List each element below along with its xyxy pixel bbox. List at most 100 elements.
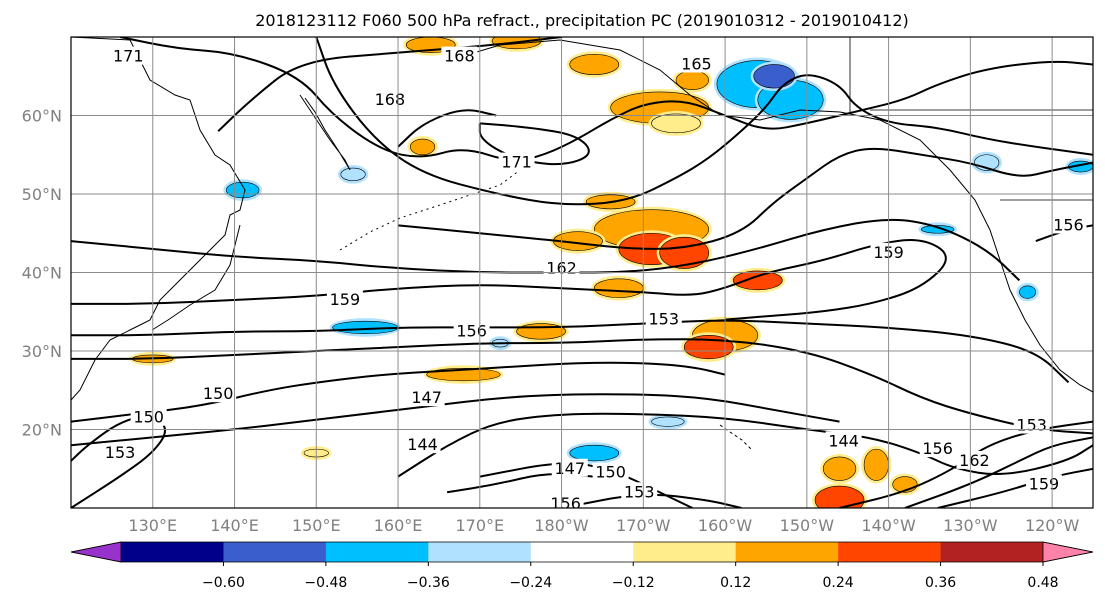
lon-tick-label: 130°E	[128, 516, 177, 535]
colorbar-tick-label: 0.12	[720, 575, 751, 591]
lat-tick-label: 20°N	[22, 421, 62, 440]
contour-label: 156	[550, 494, 581, 513]
contour-label: 171	[501, 153, 532, 172]
contour-label-bg	[547, 494, 584, 508]
lat-tick-label: 40°N	[22, 264, 62, 283]
precip-cell	[822, 456, 857, 481]
lon-tick-label: 120°W	[1025, 516, 1080, 535]
longitude-labels: 130°E 140°E 150°E 160°E 170°E 180°W 170°W 160°W…	[128, 516, 1079, 535]
contour-label-bg	[408, 388, 445, 407]
colorbar-swatch	[940, 542, 1044, 562]
contour-label: 156	[922, 439, 953, 458]
lon-tick-label: 130°W	[943, 516, 998, 535]
contour-label-bg	[645, 309, 682, 328]
contour-label: 159	[330, 290, 361, 309]
coastline-kamchatka	[299, 94, 351, 171]
precip-cell	[1019, 285, 1037, 299]
colorbar-tick-label: −0.60	[202, 575, 245, 591]
colorbar-tick-label: 0.48	[1027, 575, 1058, 591]
lon-tick-label: 170°W	[616, 516, 671, 535]
lon-tick-label: 180°W	[534, 516, 589, 535]
colorbar: −0.60 −0.48 −0.36 −0.24 −0.12 0.12 0.24 0.36 0.4…	[70, 541, 1094, 591]
precip-cell	[651, 113, 701, 134]
lon-tick-label: 160°W	[698, 516, 753, 535]
colorbar-swatch	[838, 542, 942, 562]
colorbar-swatch	[633, 542, 737, 562]
lat-tick-label: 50°N	[22, 185, 62, 204]
contour-label: 165	[681, 54, 712, 73]
contour-label: 150	[595, 463, 626, 482]
contour-156	[839, 420, 1093, 508]
chart-title: 2018123112 F060 500 hPa refract., precip…	[255, 11, 909, 30]
contour-144	[397, 412, 1093, 478]
colorbar-tick-label: −0.36	[407, 575, 450, 591]
colorbar-swatch	[325, 542, 429, 562]
colorbar-outline	[70, 541, 1094, 563]
contour-label: 144	[828, 431, 859, 450]
contour-171	[478, 122, 590, 166]
lon-tick-label: 140°W	[861, 516, 916, 535]
contour-label-bg	[453, 321, 490, 340]
contour-162	[397, 147, 1093, 250]
contour-label: 150	[203, 384, 234, 403]
contour-label: 147	[411, 388, 442, 407]
colorbar-extend-low	[70, 541, 122, 563]
coastline-alaska	[449, 39, 1093, 393]
contour-label-bg	[919, 439, 956, 458]
contour-label-bg	[110, 46, 147, 65]
contour-label-bg	[404, 435, 441, 454]
precip-cell	[921, 225, 955, 234]
contour-label-bg	[371, 89, 408, 108]
contour-153	[71, 338, 1093, 435]
contour-labels: 171 1681681651711621591591561531501501471…	[102, 46, 1087, 513]
lon-tick-label: 140°E	[210, 516, 259, 535]
colorbar-tick-label: −0.12	[612, 575, 655, 591]
contour-label-bg	[441, 46, 478, 65]
precip-cell	[569, 53, 620, 75]
colorbar-extend-high	[1042, 541, 1094, 563]
precip-cell	[863, 448, 889, 481]
contour-168	[397, 109, 497, 148]
colorbar-swatch	[121, 542, 224, 562]
precip-cell	[226, 181, 260, 199]
contour-165	[315, 37, 1093, 206]
colorbar-swatch	[223, 542, 327, 562]
precip-cell	[516, 323, 566, 340]
contour-label: 153	[1016, 416, 1047, 435]
contour-label: 153	[648, 310, 679, 329]
contour-label-bg	[200, 384, 237, 403]
precip-cell	[651, 416, 685, 427]
contour-label: 153	[624, 482, 655, 501]
contour-label: 156	[456, 321, 487, 340]
colorbar-tick-label: 0.24	[823, 575, 854, 591]
contour-label-bg	[1025, 474, 1062, 493]
contour-label: 153	[105, 443, 136, 462]
lat-tick-label: 60°N	[22, 107, 62, 126]
contour-label-bg	[956, 450, 993, 469]
precip-cell	[753, 64, 795, 89]
lon-tick-label: 170°E	[455, 516, 504, 535]
contour-label-bg	[102, 443, 139, 462]
contour-label-bg	[1050, 215, 1087, 234]
colorbar-tick-label: −0.24	[509, 575, 552, 591]
colorbar-swatch	[735, 542, 839, 562]
precip-cell	[410, 138, 436, 156]
lon-tick-label: 150°E	[292, 516, 341, 535]
contour-label: 144	[407, 435, 438, 454]
colorbar-swatch	[428, 542, 532, 562]
precip-cell	[675, 70, 710, 90]
contour-label-bg	[592, 462, 629, 481]
precip-cell	[340, 167, 366, 181]
gridlines	[71, 37, 1093, 508]
colorbar-tick-label: −0.48	[304, 575, 347, 591]
latitude-labels: 60°N 50°N 40°N 30°N 20°N	[22, 107, 62, 440]
contour-label: 168	[444, 47, 475, 66]
contour-171	[119, 37, 1093, 161]
contour-label-bg	[825, 431, 862, 450]
contour-label: 147	[554, 459, 585, 478]
contour-147	[446, 473, 595, 494]
contour-label-bg	[551, 458, 588, 477]
contour-label: 168	[375, 90, 406, 109]
contour-label: 150	[133, 408, 164, 427]
colorbar-tick-label: 0.36	[925, 575, 956, 591]
